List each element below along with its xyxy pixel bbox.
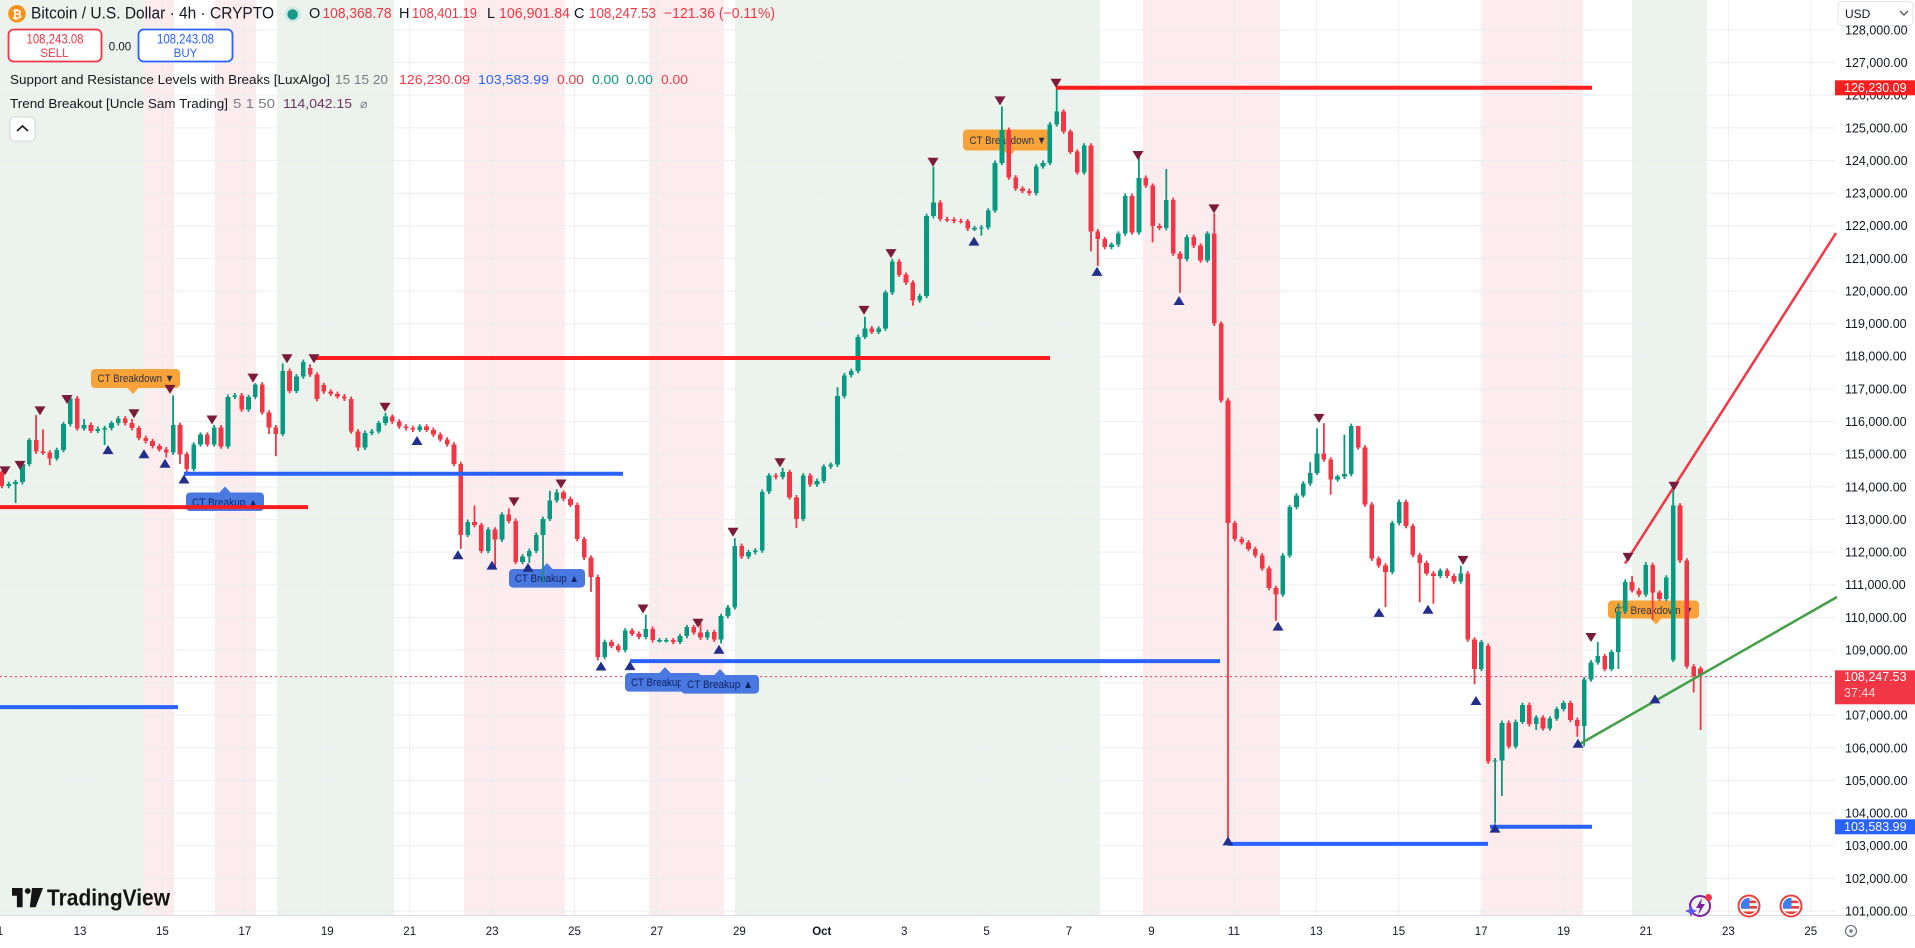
svg-text:15: 15 (1392, 926, 1405, 938)
svg-text:Bitcoin / U.S. Dollar · 4h · C: Bitcoin / U.S. Dollar · 4h · CRYPTO (31, 5, 274, 23)
svg-text:103,583.99: 103,583.99 (478, 73, 549, 87)
svg-text:L: L (487, 6, 495, 22)
svg-text:5 1 50: 5 1 50 (233, 97, 275, 111)
svg-text:C: C (574, 6, 584, 22)
svg-text:113,000.00: 113,000.00 (1845, 513, 1907, 527)
svg-text:BUY: BUY (174, 48, 198, 60)
svg-text:₿: ₿ (12, 7, 22, 21)
svg-text:104,000.00: 104,000.00 (1845, 807, 1908, 821)
svg-text:Support and Resistance Levels: Support and Resistance Levels with Break… (10, 73, 330, 87)
svg-text:19: 19 (1557, 926, 1570, 938)
svg-text:114,042.15: 114,042.15 (283, 97, 352, 111)
svg-text:USD: USD (1845, 7, 1871, 21)
svg-text:108,243.08: 108,243.08 (157, 32, 214, 47)
svg-text:29: 29 (733, 926, 746, 938)
svg-text:117,000.00: 117,000.00 (1845, 382, 1907, 396)
svg-text:3: 3 (901, 926, 907, 938)
svg-text:Oct: Oct (812, 926, 831, 938)
svg-text:121,000.00: 121,000.00 (1845, 252, 1908, 266)
svg-text:5: 5 (983, 926, 989, 938)
svg-text:122,000.00: 122,000.00 (1845, 219, 1908, 233)
svg-text:1: 1 (0, 926, 3, 938)
svg-text:111,000.00: 111,000.00 (1845, 578, 1906, 592)
svg-text:11: 11 (1228, 926, 1240, 938)
svg-text:119,000.00: 119,000.00 (1845, 317, 1907, 331)
svg-text:101,000.00: 101,000.00 (1845, 905, 1908, 919)
svg-text:15: 15 (156, 926, 169, 938)
svg-text:27: 27 (651, 926, 664, 938)
svg-text:15 15 20: 15 15 20 (335, 73, 388, 87)
svg-text:13: 13 (1310, 926, 1323, 938)
svg-text:125,000.00: 125,000.00 (1845, 121, 1908, 135)
svg-text:108,243.08: 108,243.08 (27, 32, 84, 47)
svg-text:124,000.00: 124,000.00 (1845, 154, 1908, 168)
svg-text:CT Breakdown ▼: CT Breakdown ▼ (98, 373, 175, 385)
svg-text:106,901.84: 106,901.84 (499, 6, 570, 22)
svg-text:103,583.99: 103,583.99 (1844, 820, 1907, 834)
svg-text:7: 7 (1066, 926, 1072, 938)
svg-text:17: 17 (238, 926, 251, 938)
svg-text:21: 21 (403, 926, 416, 938)
svg-text:116,000.00: 116,000.00 (1845, 415, 1907, 429)
svg-text:19: 19 (321, 926, 334, 938)
svg-text:0.00: 0.00 (557, 73, 584, 87)
svg-text:102,000.00: 102,000.00 (1845, 872, 1908, 886)
svg-text:23: 23 (486, 926, 499, 938)
svg-text:CT Breakup ▲: CT Breakup ▲ (515, 573, 579, 585)
svg-text:21: 21 (1640, 926, 1653, 938)
svg-text:123,000.00: 123,000.00 (1845, 187, 1908, 201)
svg-text:127,000.00: 127,000.00 (1845, 56, 1908, 70)
svg-text:114,000.00: 114,000.00 (1845, 480, 1907, 494)
svg-text:103,000.00: 103,000.00 (1845, 839, 1908, 853)
svg-text:17: 17 (1475, 926, 1488, 938)
svg-text:Trend Breakout [Uncle Sam Trad: Trend Breakout [Uncle Sam Trading] (10, 97, 228, 111)
svg-text:108,368.78: 108,368.78 (323, 6, 392, 22)
svg-text:H: H (399, 6, 409, 22)
svg-text:−121.36 (−0.11%): −121.36 (−0.11%) (664, 6, 775, 22)
svg-text:TradingView: TradingView (47, 885, 170, 911)
svg-text:25: 25 (568, 926, 581, 938)
svg-text:O: O (309, 6, 320, 22)
svg-text:126,230.09: 126,230.09 (399, 73, 470, 87)
svg-text:115,000.00: 115,000.00 (1845, 448, 1907, 462)
svg-text:108,247.53: 108,247.53 (1844, 670, 1907, 684)
svg-text:108,401.19: 108,401.19 (412, 6, 477, 22)
svg-text:0.00: 0.00 (592, 73, 619, 87)
svg-text:107,000.00: 107,000.00 (1845, 709, 1908, 723)
svg-text:23: 23 (1722, 926, 1735, 938)
svg-text:108,247.53: 108,247.53 (589, 6, 656, 22)
svg-text:37:44: 37:44 (1844, 686, 1875, 700)
svg-text:118,000.00: 118,000.00 (1845, 350, 1907, 364)
svg-text:128,000.00: 128,000.00 (1845, 23, 1908, 37)
svg-text:105,000.00: 105,000.00 (1845, 774, 1908, 788)
svg-text:25: 25 (1804, 926, 1817, 938)
svg-text:CT Breakup ▲: CT Breakup ▲ (687, 679, 753, 691)
svg-text:13: 13 (74, 926, 87, 938)
svg-text:0.00: 0.00 (661, 73, 688, 87)
svg-text:120,000.00: 120,000.00 (1845, 285, 1908, 299)
svg-text:9: 9 (1148, 926, 1154, 938)
svg-text:SELL: SELL (40, 48, 69, 60)
svg-text:0.00: 0.00 (626, 73, 653, 87)
svg-text:109,000.00: 109,000.00 (1845, 643, 1908, 657)
svg-text:110,000.00: 110,000.00 (1845, 611, 1907, 625)
svg-text:106,000.00: 106,000.00 (1845, 741, 1908, 755)
svg-text:112,000.00: 112,000.00 (1845, 546, 1907, 560)
svg-text:⌀: ⌀ (360, 97, 368, 111)
svg-text:0.00: 0.00 (109, 42, 131, 54)
svg-text:126,230.09: 126,230.09 (1844, 81, 1907, 95)
